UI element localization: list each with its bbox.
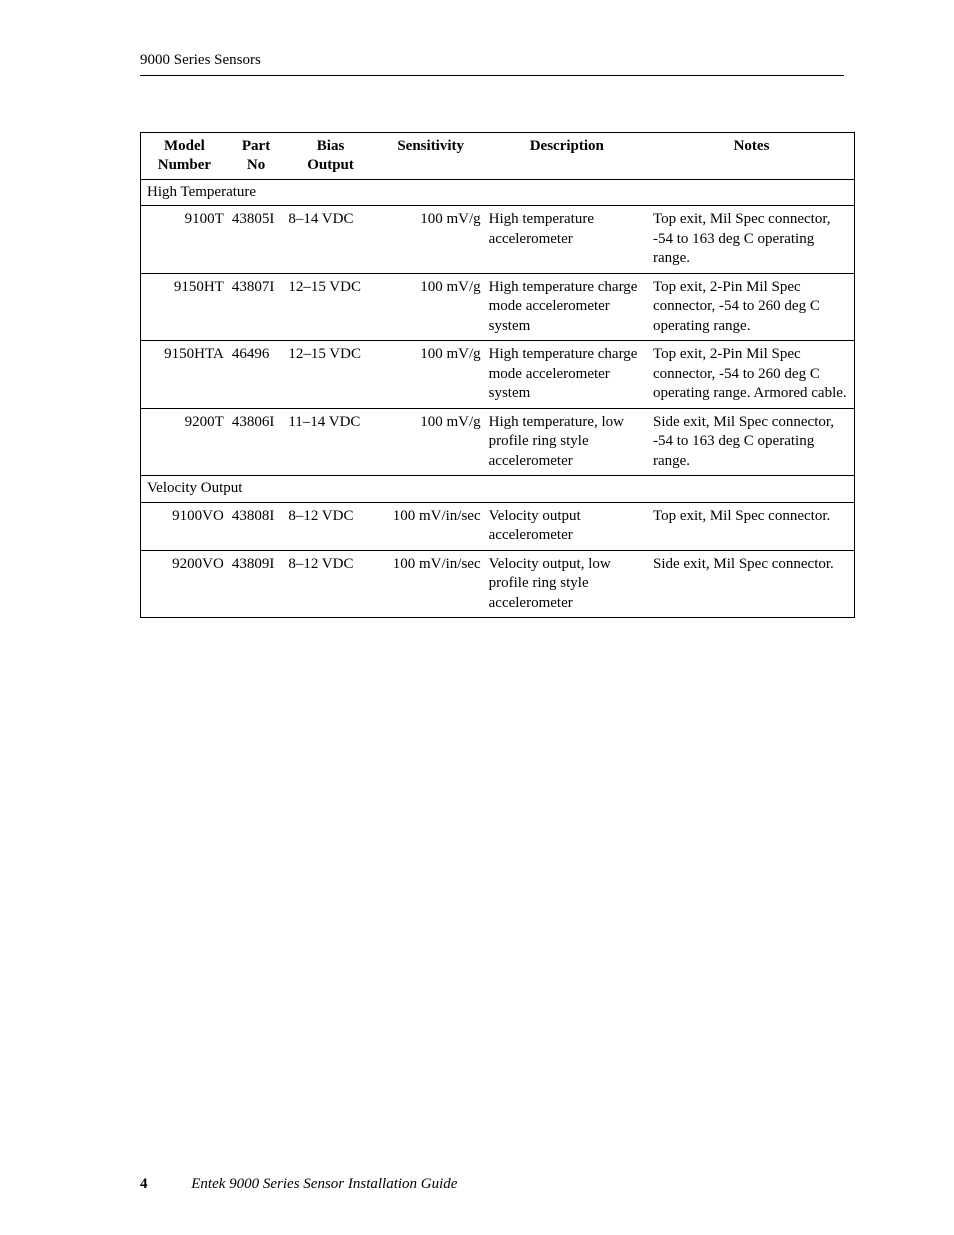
cell-model: 9150HTA bbox=[141, 341, 228, 409]
cell-model: 9200T bbox=[141, 408, 228, 476]
cell-notes: Top exit, Mil Spec connector, -54 to 163… bbox=[649, 206, 855, 274]
cell-model: 9100T bbox=[141, 206, 228, 274]
cell-bias: 8–12 VDC bbox=[284, 550, 376, 618]
sensor-table: ModelNumber PartNo BiasOutput Sensitivit… bbox=[140, 132, 855, 618]
col-header-part: PartNo bbox=[228, 133, 285, 180]
cell-part: 43805I bbox=[228, 206, 285, 274]
table-row: 9100T43805I8–14 VDC100 mV/gHigh temperat… bbox=[141, 206, 855, 274]
cell-sensitivity: 100 mV/in/sec bbox=[377, 502, 485, 550]
col-header-notes: Notes bbox=[649, 133, 855, 180]
col-header-bias: BiasOutput bbox=[284, 133, 376, 180]
cell-sensitivity: 100 mV/in/sec bbox=[377, 550, 485, 618]
table-row: 9150HT43807I12–15 VDC100 mV/gHigh temper… bbox=[141, 273, 855, 341]
cell-sensitivity: 100 mV/g bbox=[377, 206, 485, 274]
cell-notes: Side exit, Mil Spec connector. bbox=[649, 550, 855, 618]
cell-bias: 8–14 VDC bbox=[284, 206, 376, 274]
col-header-description: Description bbox=[485, 133, 649, 180]
cell-description: Velocity output, low profile ring style … bbox=[485, 550, 649, 618]
cell-bias: 8–12 VDC bbox=[284, 502, 376, 550]
cell-model: 9200VO bbox=[141, 550, 228, 618]
table-section-row: Velocity Output bbox=[141, 476, 855, 503]
cell-sensitivity: 100 mV/g bbox=[377, 408, 485, 476]
cell-notes: Side exit, Mil Spec connector, -54 to 16… bbox=[649, 408, 855, 476]
cell-part: 43808I bbox=[228, 502, 285, 550]
cell-bias: 11–14 VDC bbox=[284, 408, 376, 476]
col-header-model: ModelNumber bbox=[141, 133, 228, 180]
table-row: 9200T43806I11–14 VDC100 mV/gHigh tempera… bbox=[141, 408, 855, 476]
table-section-row: High Temperature bbox=[141, 179, 855, 206]
table-body: High Temperature9100T43805I8–14 VDC100 m… bbox=[141, 179, 855, 618]
cell-part: 46496 bbox=[228, 341, 285, 409]
table-header-row: ModelNumber PartNo BiasOutput Sensitivit… bbox=[141, 133, 855, 180]
cell-model: 9150HT bbox=[141, 273, 228, 341]
cell-notes: Top exit, Mil Spec connector. bbox=[649, 502, 855, 550]
cell-description: Velocity output accelerometer bbox=[485, 502, 649, 550]
table-row: 9100VO43808I8–12 VDC100 mV/in/secVelocit… bbox=[141, 502, 855, 550]
cell-part: 43807I bbox=[228, 273, 285, 341]
cell-description: High temperature charge mode acceleromet… bbox=[485, 341, 649, 409]
cell-description: High temperature, low profile ring style… bbox=[485, 408, 649, 476]
table-row: 9200VO43809I8–12 VDC100 mV/in/secVelocit… bbox=[141, 550, 855, 618]
table-section-title: High Temperature bbox=[141, 179, 855, 206]
cell-bias: 12–15 VDC bbox=[284, 273, 376, 341]
cell-bias: 12–15 VDC bbox=[284, 341, 376, 409]
table-row: 9150HTA4649612–15 VDC100 mV/gHigh temper… bbox=[141, 341, 855, 409]
cell-sensitivity: 100 mV/g bbox=[377, 341, 485, 409]
cell-sensitivity: 100 mV/g bbox=[377, 273, 485, 341]
page-number: 4 bbox=[140, 1176, 148, 1192]
footer-title: Entek 9000 Series Sensor Installation Gu… bbox=[191, 1176, 457, 1192]
page-footer: 4 Entek 9000 Series Sensor Installation … bbox=[140, 1176, 457, 1193]
col-header-sensitivity: Sensitivity bbox=[377, 133, 485, 180]
cell-part: 43809I bbox=[228, 550, 285, 618]
cell-description: High temperature charge mode acceleromet… bbox=[485, 273, 649, 341]
cell-notes: Top exit, 2-Pin Mil Spec connector, -54 … bbox=[649, 273, 855, 341]
table-section-title: Velocity Output bbox=[141, 476, 855, 503]
cell-description: High temperature accelerometer bbox=[485, 206, 649, 274]
header-rule bbox=[140, 75, 844, 76]
running-header: 9000 Series Sensors bbox=[140, 52, 844, 69]
cell-notes: Top exit, 2-Pin Mil Spec connector, -54 … bbox=[649, 341, 855, 409]
cell-part: 43806I bbox=[228, 408, 285, 476]
cell-model: 9100VO bbox=[141, 502, 228, 550]
